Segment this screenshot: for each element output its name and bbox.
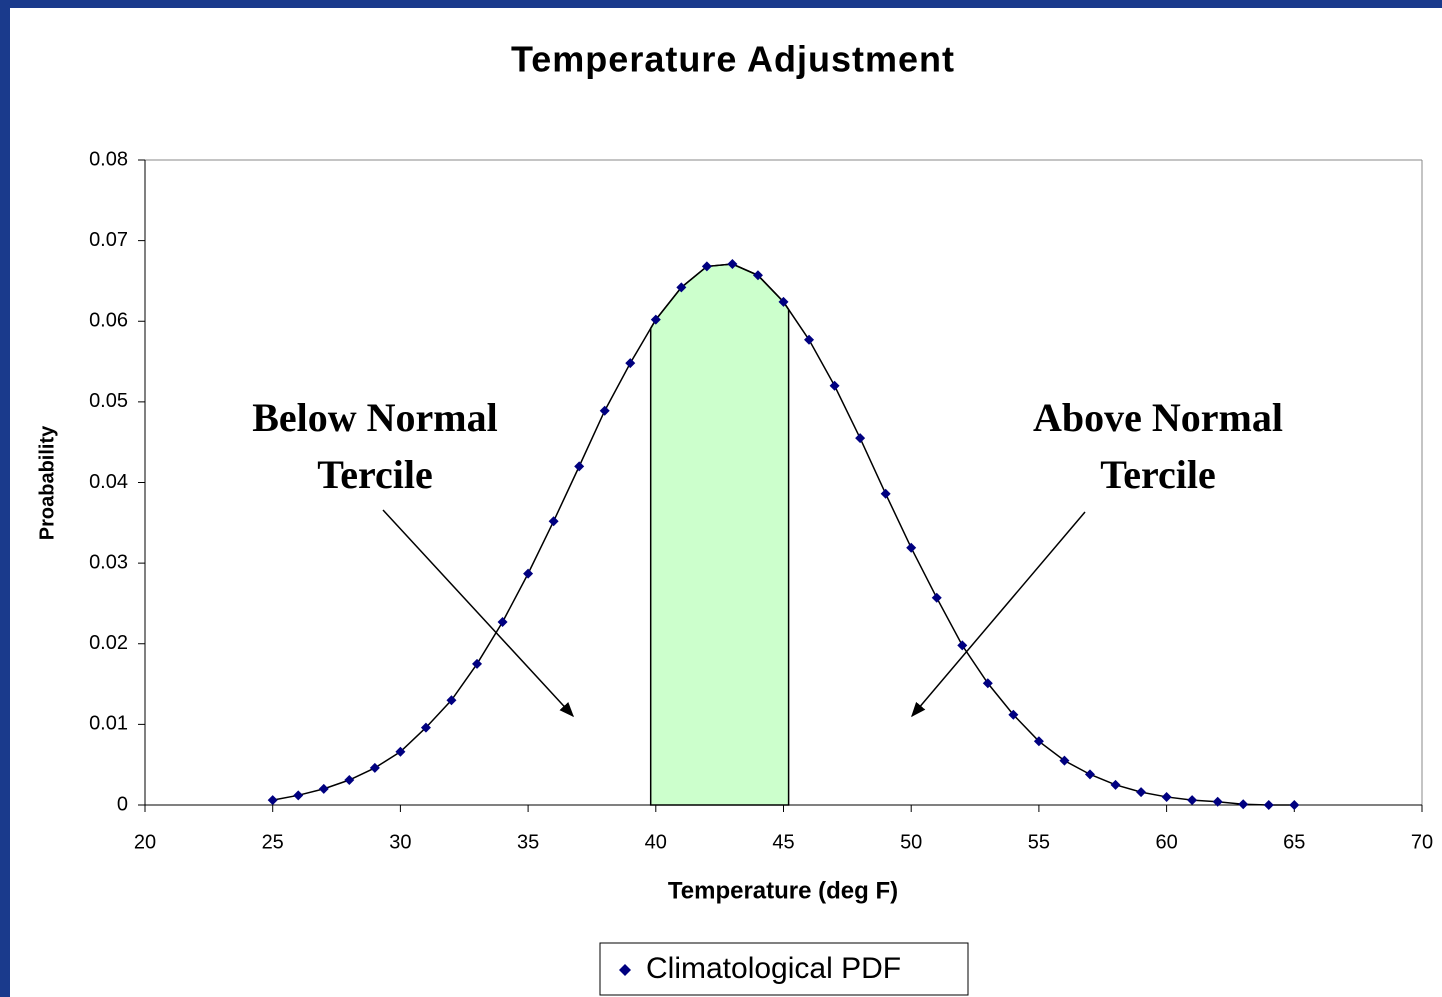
data-point <box>1110 779 1121 790</box>
x-tick-label: 25 <box>262 831 284 853</box>
data-point <box>1033 736 1044 747</box>
y-tick-label: 0.02 <box>89 632 128 654</box>
y-tick-label: 0.03 <box>89 551 128 573</box>
annotation: Tercile <box>1100 452 1216 497</box>
annotation: Below Normal <box>252 395 498 440</box>
data-point <box>1289 800 1300 810</box>
y-tick-label: 0.01 <box>89 713 128 735</box>
x-tick-label: 50 <box>900 831 922 853</box>
data-point <box>446 695 457 706</box>
data-point <box>369 762 380 773</box>
legend <box>599 942 969 996</box>
annotation: Above Normal <box>1033 395 1283 440</box>
data-point <box>472 658 483 669</box>
data-point <box>906 542 917 553</box>
legend-label: Climatological PDF <box>646 952 901 985</box>
data-point <box>804 334 815 345</box>
x-tick-label: 35 <box>517 831 539 853</box>
data-point <box>1059 755 1070 766</box>
arrow <box>911 511 1086 718</box>
data-point <box>701 261 712 272</box>
data-point <box>1161 791 1172 802</box>
data-point <box>982 678 993 689</box>
data-point <box>574 461 585 472</box>
data-point <box>523 568 534 579</box>
data-point <box>1008 709 1019 720</box>
data-point <box>1238 799 1249 810</box>
data-point <box>1212 796 1223 807</box>
chart-title: Temperature Adjustment <box>511 39 955 80</box>
y-tick-label: 0.06 <box>89 310 128 332</box>
x-tick-label: 45 <box>772 831 794 853</box>
data-point <box>880 488 891 499</box>
x-tick-label: 60 <box>1155 831 1177 853</box>
y-tick-label: 0.08 <box>89 148 128 170</box>
data-point <box>1084 769 1095 780</box>
x-tick-label: 40 <box>645 831 667 853</box>
x-tick-label: 55 <box>1028 831 1050 853</box>
data-point <box>318 783 329 794</box>
data-point <box>420 722 431 733</box>
data-point <box>1136 787 1147 798</box>
data-point <box>625 358 636 369</box>
data-point <box>1187 795 1198 806</box>
x-tick-label: 30 <box>389 831 411 853</box>
x-axis-label: Temperature (deg F) <box>668 877 898 904</box>
data-point <box>957 640 968 651</box>
x-tick-label: 70 <box>1411 831 1433 853</box>
data-point <box>676 282 687 293</box>
data-point <box>1263 800 1274 810</box>
annotation: Tercile <box>317 452 433 497</box>
highlight-band <box>649 263 790 806</box>
data-point <box>931 592 942 603</box>
data-point <box>727 259 738 270</box>
y-axis-label: Proabability <box>36 425 58 540</box>
data-point <box>395 746 406 757</box>
data-point <box>344 775 355 786</box>
data-point <box>293 790 304 801</box>
x-tick-label: 20 <box>134 831 156 853</box>
data-point <box>548 516 559 527</box>
data-point <box>650 314 661 325</box>
data-point <box>778 296 789 307</box>
y-tick-label: 0.04 <box>89 471 128 493</box>
y-tick-label: 0.07 <box>89 229 128 251</box>
data-point <box>855 433 866 444</box>
data-point <box>599 405 610 416</box>
data-point <box>752 270 763 281</box>
legend-marker <box>619 964 631 976</box>
x-tick-label: 65 <box>1283 831 1305 853</box>
data-point <box>267 795 278 806</box>
data-point <box>829 380 840 391</box>
y-tick-label: 0 <box>117 793 128 815</box>
arrow <box>382 509 575 718</box>
y-tick-label: 0.05 <box>89 390 128 412</box>
data-point <box>497 616 508 627</box>
